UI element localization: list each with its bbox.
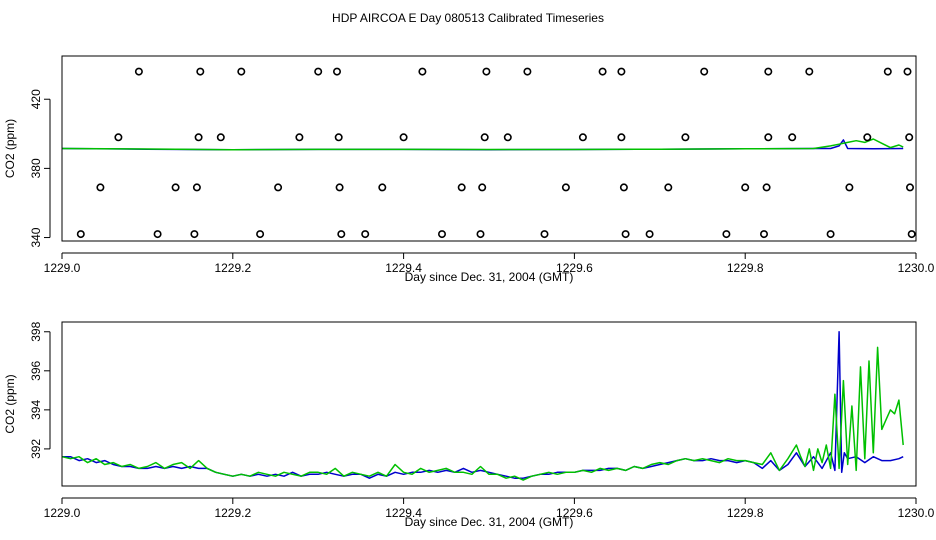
top-scatter-point — [621, 230, 630, 239]
top-scatter-point — [399, 133, 408, 142]
top-scatter-point — [883, 67, 892, 76]
bottom-series-1-line — [62, 331, 904, 479]
top-scatter-point — [540, 230, 549, 239]
page-title: HDP AIRCOA E Day 080513 Calibrated Times… — [332, 11, 604, 25]
top-scatter-point — [905, 133, 914, 142]
top-scatter-point — [598, 67, 607, 76]
top-scatter-point — [418, 67, 427, 76]
top-scatter-point — [334, 133, 343, 142]
top-series-0-line — [61, 138, 904, 151]
top-y-tick-label: 420 — [29, 89, 43, 109]
bottom-panel: Day since Dec. 31, 2004 (GMT) CO2 (ppm) … — [3, 321, 935, 529]
bottom-y-tick-label: 396 — [29, 360, 43, 380]
bottom-y-tick-label: 392 — [29, 439, 43, 459]
top-scatter-point — [76, 230, 85, 239]
bottom-plot-frame — [61, 321, 917, 487]
top-scatter-point — [741, 183, 750, 192]
top-scatter-point — [762, 183, 771, 192]
top-scatter-point — [764, 133, 773, 142]
top-scatter-point — [561, 183, 570, 192]
top-scatter-point — [437, 230, 446, 239]
top-scatter-point — [617, 133, 626, 142]
top-scatter-point — [192, 183, 201, 192]
top-scatter-point — [905, 183, 914, 192]
top-scatter-point — [274, 183, 283, 192]
top-scatter-point — [171, 183, 180, 192]
top-scatter-point — [153, 230, 162, 239]
top-scatter-point — [216, 133, 225, 142]
bottom-x-tick-label: 1229.4 — [385, 506, 422, 520]
top-scatter-point — [764, 67, 773, 76]
bottom-y-axis-label: CO2 (ppm) — [3, 374, 17, 433]
bottom-x-tick-label: 1230.0 — [898, 506, 935, 520]
top-scatter-point — [335, 183, 344, 192]
top-x-tick-label: 1229.8 — [727, 261, 764, 275]
top-scatter-point — [722, 230, 731, 239]
top-scatter-point — [907, 230, 916, 239]
top-scatter-point — [503, 133, 512, 142]
top-scatter-point — [578, 133, 587, 142]
top-scatter-point — [457, 183, 466, 192]
bottom-x-tick-label: 1229.6 — [556, 506, 593, 520]
top-scatter-point — [237, 67, 246, 76]
top-scatter-point — [478, 183, 487, 192]
top-scatter-point — [523, 67, 532, 76]
top-y-axis-label: CO2 (ppm) — [3, 119, 17, 178]
top-scatter-point — [664, 183, 673, 192]
top-x-tick-label: 1229.6 — [556, 261, 593, 275]
top-scatter-point — [96, 183, 105, 192]
top-scatter-point — [788, 133, 797, 142]
top-scatter-point — [480, 133, 489, 142]
bottom-x-axis-label: Day since Dec. 31, 2004 (GMT) — [405, 515, 574, 529]
top-scatter-point — [332, 67, 341, 76]
top-scatter-point — [619, 183, 628, 192]
top-scatter-point — [903, 67, 912, 76]
top-y-tick-label: 340 — [29, 227, 43, 247]
bottom-x-tick-label: 1229.2 — [214, 506, 251, 520]
bottom-y-tick-label: 398 — [29, 321, 43, 341]
top-scatter-point — [476, 230, 485, 239]
top-scatter-point — [190, 230, 199, 239]
top-scatter-point — [617, 67, 626, 76]
top-scatter-point — [194, 133, 203, 142]
top-scatter-point — [759, 230, 768, 239]
top-scatter-point — [645, 230, 654, 239]
top-scatter-point — [114, 133, 123, 142]
top-scatter-point — [378, 183, 387, 192]
top-scatter-point — [361, 230, 370, 239]
top-x-tick-label: 1229.2 — [214, 261, 251, 275]
top-y-tick-label: 380 — [29, 158, 43, 178]
top-scatter-point — [845, 183, 854, 192]
bottom-y-tick-label: 394 — [29, 400, 43, 420]
bottom-x-tick-label: 1229.0 — [44, 506, 81, 520]
top-scatter-point — [295, 133, 304, 142]
top-x-axis-label: Day since Dec. 31, 2004 (GMT) — [405, 270, 574, 284]
top-scatter-point — [863, 133, 872, 142]
top-x-tick-label: 1230.0 — [898, 261, 935, 275]
top-x-tick-label: 1229.0 — [44, 261, 81, 275]
top-x-tick-label: 1229.4 — [385, 261, 422, 275]
top-scatter-point — [196, 67, 205, 76]
top-scatter-point — [134, 67, 143, 76]
top-scatter-point — [700, 67, 709, 76]
top-plot-frame — [61, 55, 917, 242]
top-scatter-point — [337, 230, 346, 239]
top-scatter-point — [805, 67, 814, 76]
top-scatter-point — [482, 67, 491, 76]
top-scatter-point — [314, 67, 323, 76]
top-scatter-point — [256, 230, 265, 239]
top-panel: Day since Dec. 31, 2004 (GMT) CO2 (ppm) … — [3, 55, 935, 284]
bottom-series-0-line — [61, 346, 904, 481]
bottom-x-tick-label: 1229.8 — [727, 506, 764, 520]
top-scatter-point — [826, 230, 835, 239]
top-scatter-point — [681, 133, 690, 142]
